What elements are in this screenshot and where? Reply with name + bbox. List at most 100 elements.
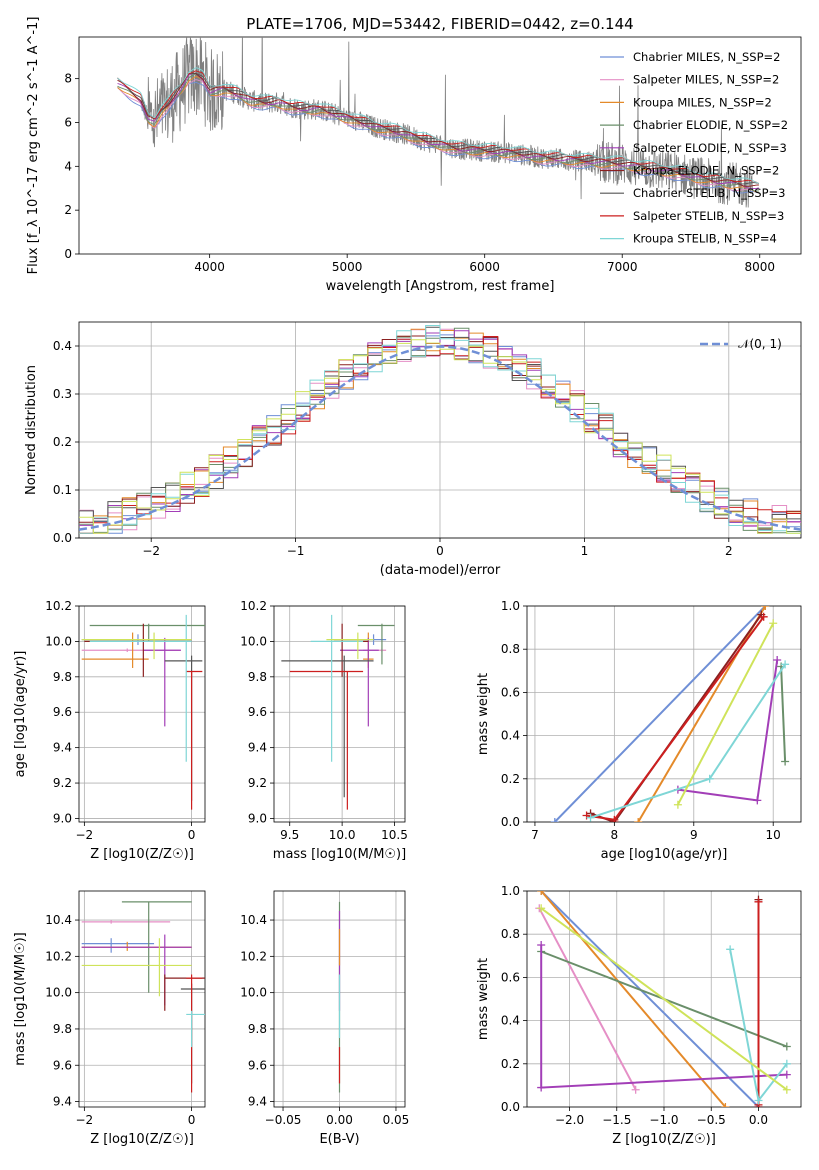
weight-marker bbox=[782, 1070, 791, 1079]
y-tick-label: 10.2 bbox=[45, 949, 72, 963]
residuals-ylabel: Normed distribution bbox=[24, 365, 39, 495]
weight-line bbox=[538, 907, 637, 1091]
y-tick-label: 9.2 bbox=[53, 776, 72, 790]
legend-entry: Chabrier MILES, N_SSP=2 bbox=[633, 50, 780, 64]
weight-marker bbox=[537, 904, 546, 913]
weight-line bbox=[540, 891, 727, 1107]
mass_vs_EBV-xlabel: E(B-V) bbox=[319, 1132, 359, 1147]
mass_vs_EBV-panel: −0.05 0.00 0.05 9.4 9.6 9.8 10.0 10.2 10.4 E(B-V) bbox=[240, 890, 409, 1147]
y-tick-label: 10.4 bbox=[45, 913, 72, 927]
spectrum-xlabel: wavelength [Angstrom, rest frame] bbox=[326, 279, 555, 294]
weight-marker bbox=[782, 1059, 791, 1068]
spectrum-frame bbox=[78, 36, 802, 255]
x-tick-label: −1.0 bbox=[649, 1113, 678, 1127]
weight-line bbox=[540, 891, 760, 1107]
weight-marker bbox=[754, 1096, 763, 1105]
massweight_vs_age-ylabel: mass weight bbox=[476, 673, 491, 755]
y-tick-label: 9.8 bbox=[53, 670, 72, 684]
weight-line bbox=[590, 614, 763, 822]
y-tick-label: 10.0 bbox=[240, 986, 267, 1000]
x-tick-label: 10.0 bbox=[329, 828, 356, 842]
weight-marker bbox=[631, 1085, 640, 1094]
y-tick-label: 9.8 bbox=[53, 1022, 72, 1036]
y-tick-label: 0 bbox=[64, 247, 72, 261]
y-tick-label: 9.8 bbox=[248, 670, 267, 684]
age_vs_Z-marks bbox=[81, 614, 205, 810]
massweight_vs_Z-ylabel: mass weight bbox=[476, 958, 491, 1040]
x-tick-label: −0.05 bbox=[265, 1113, 302, 1127]
y-tick-label: 0.2 bbox=[501, 772, 520, 786]
y-tick-label: 0.8 bbox=[501, 642, 520, 656]
x-tick-label: 0.00 bbox=[326, 1113, 353, 1127]
spectrum-ylabel: Flux [f_λ 10^-17 erg cm^-2 s^-1 A^-1] bbox=[26, 17, 41, 275]
y-tick-label: 0.8 bbox=[501, 927, 520, 941]
y-tick-label: 9.2 bbox=[248, 776, 267, 790]
legend-entry: Kroupa ELODIE, N_SSP=2 bbox=[633, 164, 779, 178]
x-tick-label: 9 bbox=[690, 828, 698, 842]
weight-marker bbox=[673, 800, 682, 809]
massweight_vs_age-xlabel: age [log10(age/yr)] bbox=[601, 847, 728, 862]
weight-line bbox=[540, 907, 788, 1091]
y-tick-label: 6 bbox=[64, 115, 72, 129]
x-tick-label: 0.0 bbox=[749, 1113, 768, 1127]
weight-marker bbox=[726, 945, 735, 954]
weight-marker bbox=[550, 818, 559, 822]
y-tick-label: 10.2 bbox=[45, 599, 72, 613]
x-tick-label: −2 bbox=[76, 1113, 94, 1127]
weight-marker bbox=[537, 1083, 546, 1092]
y-tick-label: 0.2 bbox=[53, 435, 72, 449]
weight-marker bbox=[769, 619, 778, 628]
legend-entry: Kroupa STELIB, N_SSP=4 bbox=[633, 232, 777, 246]
massweight_vs_age-panel: 7 8 9 10 0.0 0.2 0.4 0.6 0.8 1.0 age [log10(age/yr… bbox=[476, 599, 802, 862]
x-tick-label: 8000 bbox=[744, 260, 775, 274]
x-tick-label: 9.5 bbox=[280, 828, 299, 842]
y-tick-label: 9.6 bbox=[248, 705, 267, 719]
legend-entry: Salpeter MILES, N_SSP=2 bbox=[633, 73, 779, 87]
model-spectrum-line bbox=[117, 67, 760, 184]
legend-entry: Chabrier ELODIE, N_SSP=2 bbox=[633, 118, 788, 132]
y-tick-label: 0.0 bbox=[53, 531, 72, 545]
weight-marker bbox=[705, 774, 714, 783]
massweight_vs_age-marks bbox=[550, 606, 790, 822]
y-tick-label: 1.0 bbox=[501, 884, 520, 898]
age_vs_Z-panel: −2 0 9.0 9.2 9.4 9.6 9.8 10.0 10.2 Z [log10(Z/Z☉)… bbox=[13, 599, 206, 862]
weight-marker bbox=[781, 757, 790, 766]
y-tick-label: 0.3 bbox=[53, 387, 72, 401]
weight-marker bbox=[773, 656, 782, 664]
residuals-panel: −2 −1 0 1 2 0.0 0.1 0.2 0.3 0.4 (data-model)/error… bbox=[24, 321, 802, 578]
legend-entry: Salpeter ELODIE, N_SSP=3 bbox=[633, 141, 787, 155]
y-tick-label: 8 bbox=[64, 72, 72, 86]
y-tick-label: 10.0 bbox=[45, 634, 72, 648]
residuals-marks bbox=[79, 325, 801, 534]
x-tick-label: −1.5 bbox=[602, 1113, 631, 1127]
mass_vs_Z-xlabel: Z [log10(Z/Z☉)] bbox=[90, 1132, 194, 1147]
y-tick-label: 9.0 bbox=[248, 811, 267, 825]
x-tick-label: 7 bbox=[531, 828, 539, 842]
weight-marker bbox=[753, 796, 762, 805]
weight-line bbox=[554, 606, 767, 822]
y-tick-label: 9.4 bbox=[248, 741, 267, 755]
massweight_vs_Z-xlabel: Z [log10(Z/Z☉)] bbox=[612, 1132, 716, 1147]
weight-marker bbox=[759, 612, 768, 621]
x-tick-label: 7000 bbox=[607, 260, 638, 274]
age_vs_Z-ylabel: age [log10(age/yr)] bbox=[13, 651, 28, 778]
x-tick-label: 10.5 bbox=[381, 828, 408, 842]
y-tick-label: 9.6 bbox=[248, 1058, 267, 1072]
x-tick-label: 8 bbox=[611, 828, 619, 842]
y-tick-label: 2 bbox=[64, 203, 72, 217]
y-tick-label: 9.6 bbox=[53, 1058, 72, 1072]
x-tick-label: 6000 bbox=[469, 260, 500, 274]
mass_vs_Z-ylabel: mass [log10(M/M☉)] bbox=[13, 932, 28, 1065]
y-tick-label: 10.2 bbox=[240, 599, 267, 613]
x-tick-label: −2 bbox=[76, 828, 94, 842]
y-tick-label: 0.4 bbox=[501, 1014, 520, 1028]
normal-curve bbox=[79, 345, 801, 531]
x-tick-label: 0 bbox=[436, 544, 444, 558]
weight-line bbox=[677, 622, 775, 806]
x-tick-label: 2 bbox=[725, 544, 733, 558]
y-tick-label: 4 bbox=[64, 159, 72, 173]
weight-marker bbox=[721, 1103, 730, 1107]
weight-marker bbox=[782, 1085, 791, 1094]
legend-entry: Kroupa MILES, N_SSP=2 bbox=[633, 95, 772, 109]
